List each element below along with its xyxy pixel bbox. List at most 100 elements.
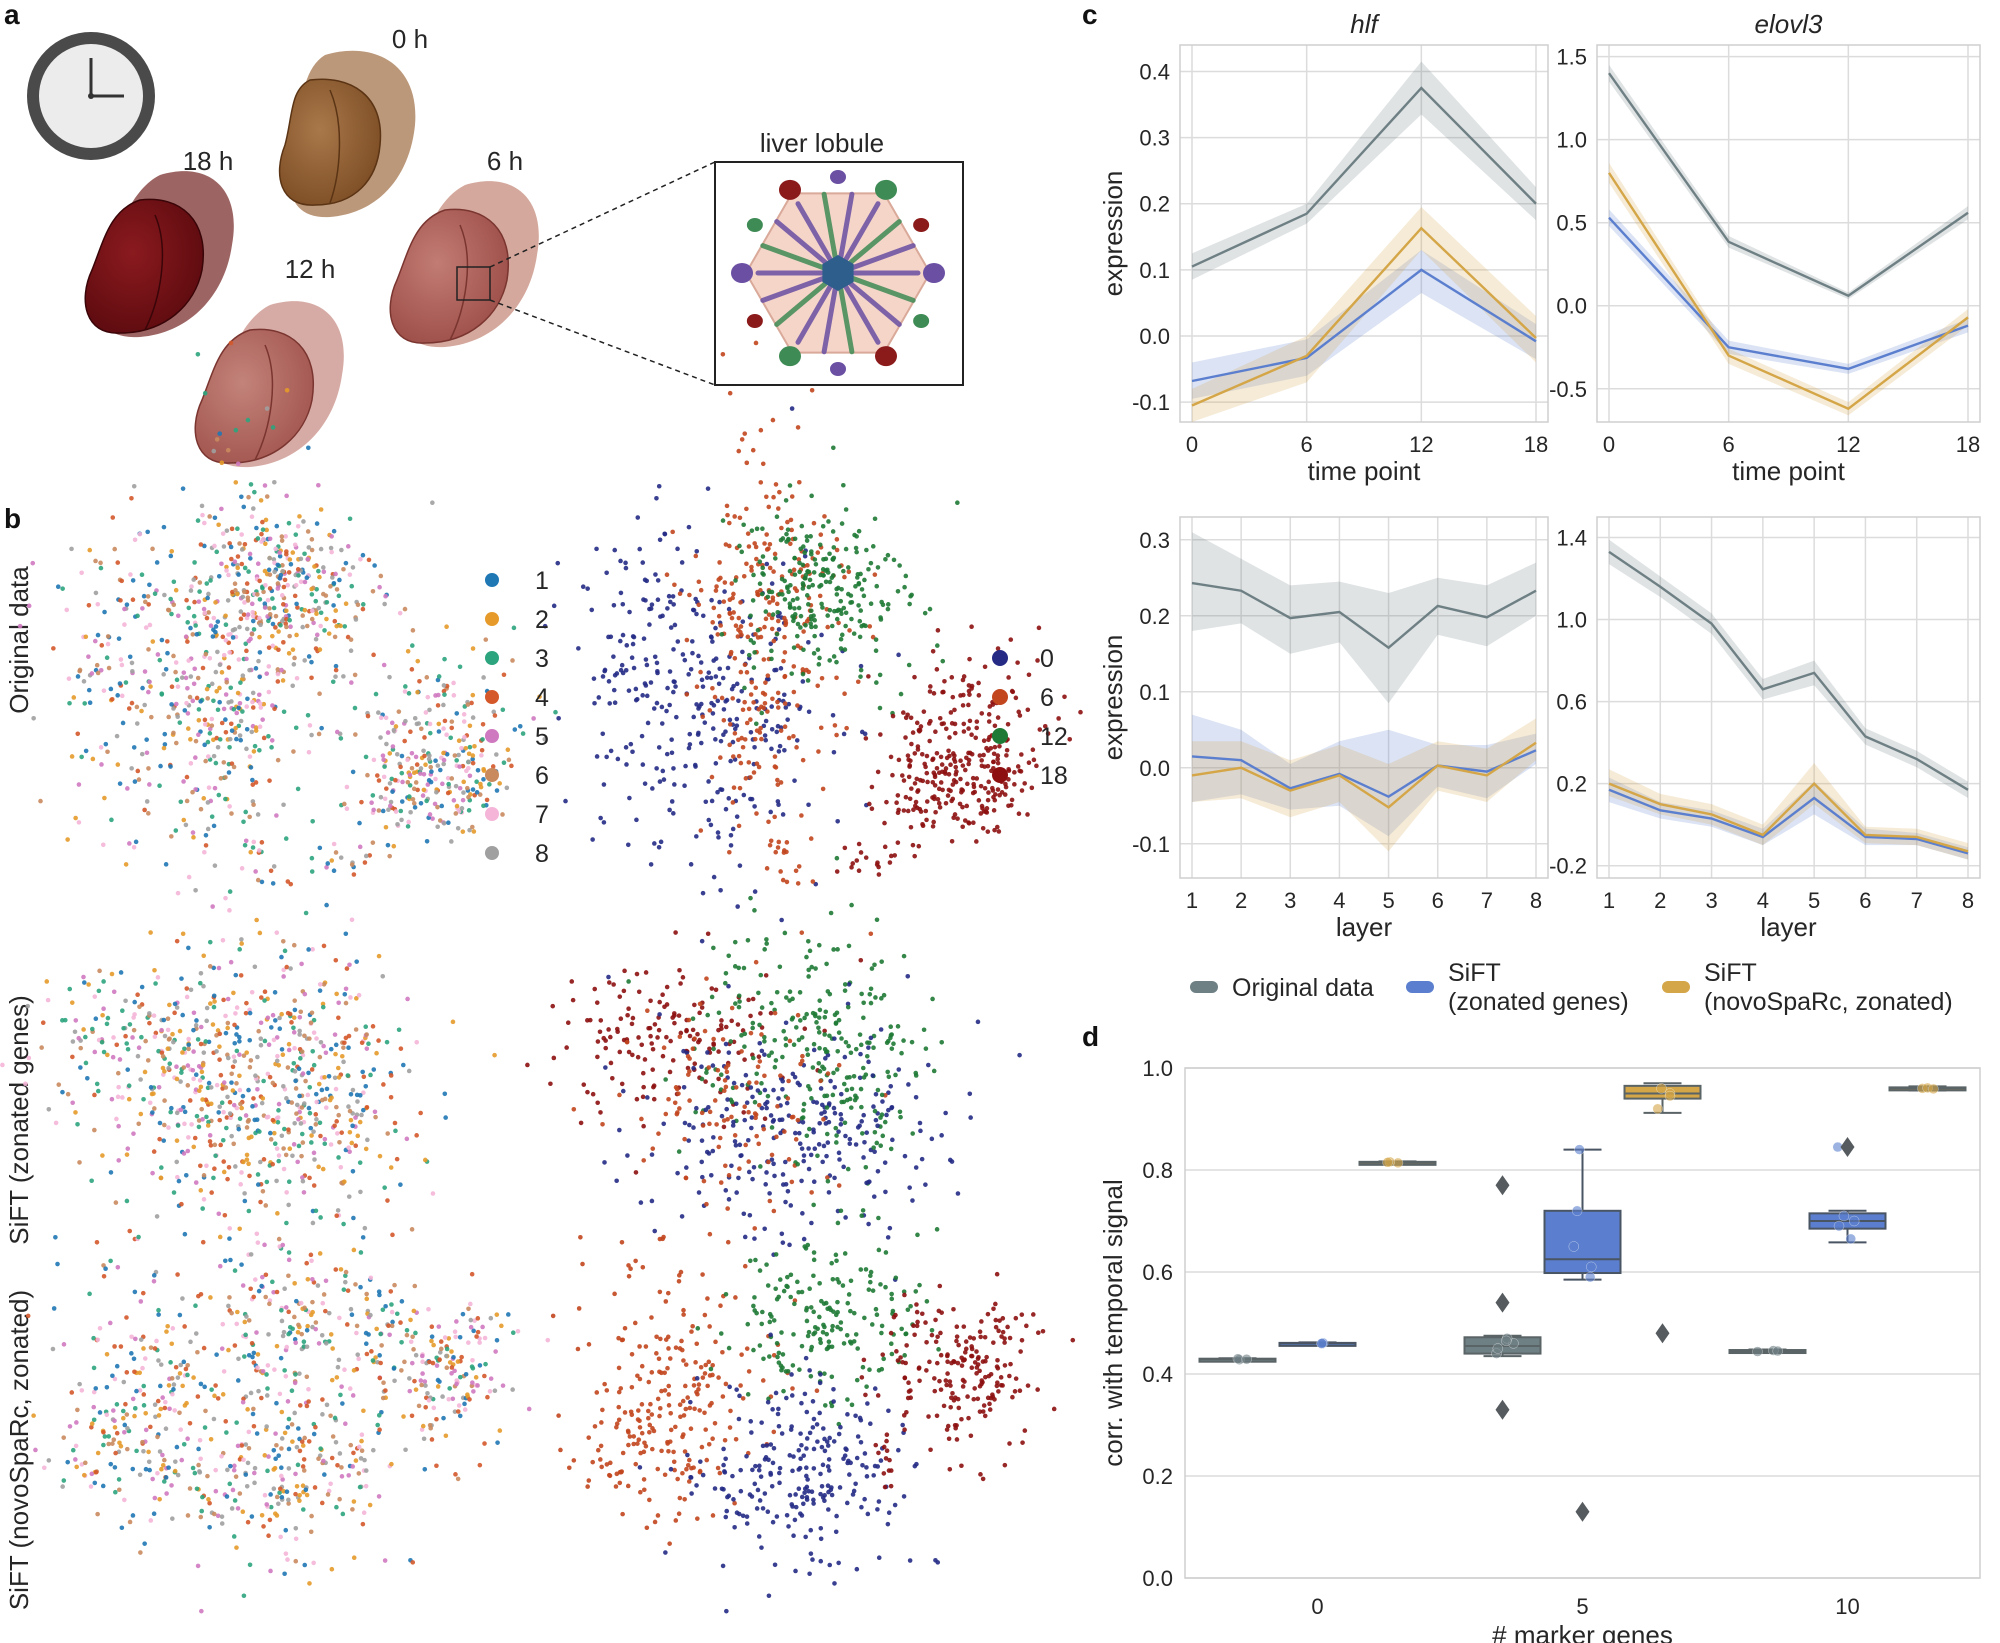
umap-point-layer bbox=[105, 634, 111, 639]
umap-point-layer bbox=[100, 842, 106, 848]
umap-point-layer bbox=[308, 1125, 314, 1131]
umap-point-time bbox=[936, 770, 942, 776]
umap-point-time bbox=[673, 1085, 679, 1090]
umap-point-layer bbox=[270, 621, 276, 627]
umap-point-time bbox=[729, 1163, 734, 1169]
umap-point-time bbox=[769, 1000, 774, 1006]
umap-point-time bbox=[722, 580, 728, 585]
umap-point-layer bbox=[83, 748, 89, 754]
umap-point-layer bbox=[218, 1072, 224, 1078]
umap-point-time bbox=[795, 1161, 800, 1167]
umap-point-time bbox=[696, 1190, 702, 1195]
umap-point-layer bbox=[195, 1349, 200, 1355]
umap-point-layer bbox=[284, 1220, 289, 1226]
umap-point-layer bbox=[227, 1099, 233, 1105]
umap-point-layer bbox=[64, 607, 70, 613]
umap-point-time bbox=[867, 992, 873, 997]
umap-point-time bbox=[708, 1172, 714, 1178]
umap-point-time bbox=[659, 1448, 664, 1454]
umap-point-time bbox=[854, 534, 859, 539]
umap-point-time bbox=[736, 448, 742, 454]
umap-point-time bbox=[822, 1371, 827, 1376]
umap-point-layer bbox=[166, 714, 171, 720]
umap-point-time bbox=[829, 1344, 835, 1350]
umap-point-layer bbox=[261, 701, 267, 707]
umap-point-time bbox=[861, 1000, 866, 1006]
umap-point-time bbox=[741, 574, 747, 579]
umap-point-layer bbox=[266, 1042, 272, 1048]
umap-point-layer bbox=[167, 1406, 172, 1412]
umap-point-time bbox=[844, 1333, 850, 1338]
umap-point-time bbox=[645, 1095, 650, 1100]
umap-point-layer bbox=[162, 592, 167, 598]
umap-point-layer bbox=[243, 838, 249, 844]
umap-point-time bbox=[915, 789, 920, 794]
umap-point-layer bbox=[130, 668, 135, 674]
umap-point-time bbox=[863, 736, 869, 741]
umap-point-layer bbox=[353, 1282, 358, 1287]
umap-point-time bbox=[817, 998, 823, 1003]
umap-point-time bbox=[705, 1050, 710, 1055]
umap-point-time bbox=[595, 1100, 600, 1106]
umap-point-layer bbox=[169, 702, 174, 707]
umap-point-time bbox=[801, 629, 806, 634]
umap-point-time bbox=[697, 1010, 702, 1016]
umap-point-layer bbox=[274, 1178, 279, 1184]
umap-point-layer bbox=[224, 1125, 229, 1131]
umap-point-time bbox=[961, 674, 967, 679]
umap-point-time bbox=[934, 765, 940, 771]
umap-point-time bbox=[861, 1155, 866, 1160]
umap-point-layer bbox=[301, 519, 306, 524]
umap-point-time bbox=[762, 1226, 767, 1232]
umap-point-layer bbox=[382, 796, 388, 802]
umap-point-layer bbox=[404, 1136, 410, 1142]
umap-point-time bbox=[823, 579, 829, 585]
umap-point-layer bbox=[442, 718, 448, 724]
umap-point-layer bbox=[401, 1062, 406, 1068]
umap-point-time bbox=[651, 1096, 657, 1102]
umap-point-time bbox=[658, 1336, 663, 1342]
umap-point-layer bbox=[370, 793, 376, 798]
umap-point-time bbox=[723, 1381, 729, 1387]
umap-point-layer bbox=[162, 731, 168, 737]
umap-point-layer bbox=[286, 651, 292, 656]
umap-point-layer bbox=[424, 675, 430, 680]
umap-point-time bbox=[820, 1159, 825, 1165]
umap-point-time bbox=[815, 550, 821, 555]
umap-point-layer bbox=[238, 1182, 244, 1187]
umap-point-layer bbox=[120, 1408, 126, 1414]
umap-point-time bbox=[823, 1300, 829, 1306]
umap-point-time bbox=[872, 516, 878, 522]
umap-point-time bbox=[905, 1307, 911, 1313]
umap-point-time bbox=[739, 735, 745, 741]
umap-point-layer bbox=[470, 646, 476, 651]
umap-point-time bbox=[730, 826, 736, 832]
umap-point-time bbox=[882, 1160, 888, 1165]
umap-point-layer bbox=[188, 737, 193, 742]
umap-point-layer bbox=[151, 1278, 157, 1284]
umap-point-time bbox=[942, 678, 947, 684]
umap-point-layer bbox=[457, 664, 463, 670]
umap-point-layer bbox=[430, 500, 435, 506]
umap-point-time bbox=[765, 1093, 771, 1099]
umap-point-time bbox=[728, 1039, 734, 1044]
umap-point-time bbox=[948, 710, 954, 715]
umap-point-time bbox=[804, 1011, 809, 1017]
umap-point-time bbox=[931, 1068, 937, 1074]
umap-point-layer bbox=[251, 1350, 257, 1356]
umap-point-layer bbox=[129, 700, 135, 706]
umap-point-layer bbox=[221, 760, 227, 765]
umap-point-layer bbox=[269, 745, 274, 750]
umap-point-layer bbox=[132, 537, 138, 543]
umap-point-time bbox=[680, 1470, 685, 1476]
umap-point-time bbox=[635, 1441, 640, 1446]
umap-point-time bbox=[740, 744, 746, 750]
umap-point-time bbox=[896, 1067, 902, 1072]
umap-point-layer bbox=[79, 1462, 85, 1467]
umap-point-time bbox=[750, 447, 756, 453]
umap-point-layer bbox=[86, 687, 92, 693]
umap-point-time bbox=[601, 1035, 607, 1041]
umap-point-time bbox=[767, 600, 772, 605]
umap-point-time bbox=[731, 1119, 736, 1125]
umap-point-time bbox=[723, 1163, 728, 1169]
